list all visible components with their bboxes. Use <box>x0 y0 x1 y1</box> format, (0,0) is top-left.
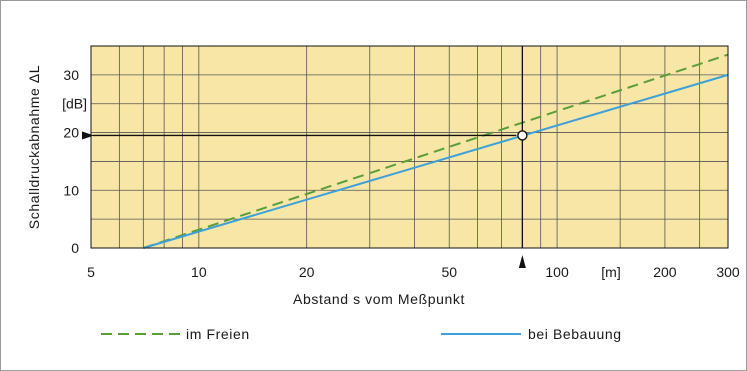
x-tick-label: 50 <box>441 264 457 280</box>
series-layer <box>143 53 729 249</box>
x-axis-title: Abstand s vom Meßpunkt <box>293 291 465 307</box>
x-tick-label: 300 <box>716 264 740 280</box>
x-tick-label: 20 <box>299 264 315 280</box>
x-tick-label: 10 <box>191 264 207 280</box>
y-tick-label: 10 <box>63 182 79 198</box>
y-tick-label: 30 <box>63 67 79 83</box>
legend-label-im-freien: im Freien <box>186 326 250 342</box>
x-unit-label: [m] <box>601 264 620 280</box>
series-line-im-freien <box>143 53 729 249</box>
y-tick-labels: 0 10 20 30 <box>63 67 79 256</box>
legend: im Freien bei Bebauung <box>101 326 622 342</box>
y-unit-label: [dB] <box>62 96 87 112</box>
reading-point-marker <box>517 130 528 141</box>
y-tick-label: 20 <box>63 125 79 141</box>
reading-pointer-triangle <box>518 255 526 268</box>
x-tick-labels: 5 10 20 50 100 200 300 <box>87 264 740 280</box>
x-tick-label: 200 <box>653 264 677 280</box>
y-tick-label: 0 <box>71 240 79 256</box>
x-tick-label: 5 <box>87 264 95 280</box>
plot-border <box>90 45 729 249</box>
x-tick-label: 100 <box>545 264 569 280</box>
y-axis-title: Schalldruckabnahme ΔL <box>26 65 42 229</box>
annotation-layer <box>82 46 528 268</box>
plot-area <box>91 46 728 248</box>
legend-label-bei-bebauung: bei Bebauung <box>528 326 622 342</box>
series-line-bei-bebauung <box>143 73 729 249</box>
